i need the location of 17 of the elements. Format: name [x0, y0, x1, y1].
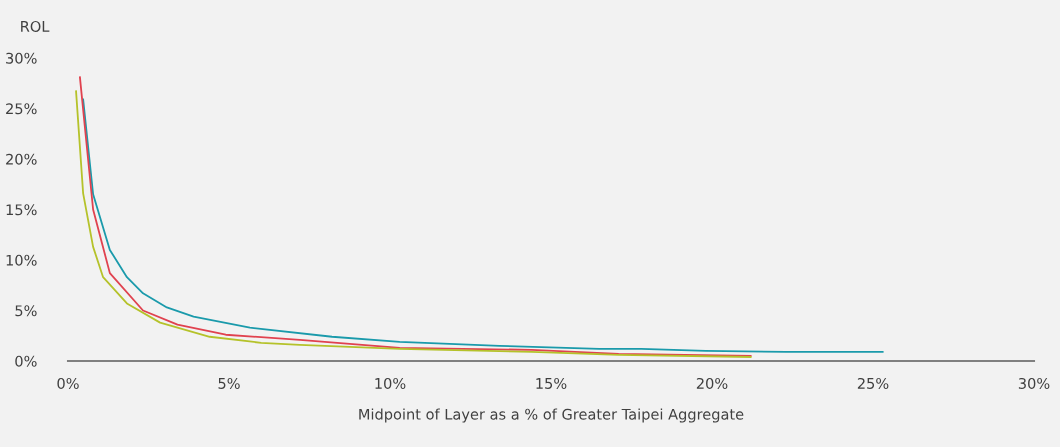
y-tick-label: 0%: [15, 355, 37, 367]
x-tick-label: 10%: [375, 377, 406, 389]
x-tick-label: 20%: [696, 377, 728, 389]
y-tick-label: 30%: [6, 52, 37, 64]
y-axis-title: ROL: [21, 20, 50, 32]
y-tick-label: 5%: [15, 305, 37, 317]
y-tick-label: 10%: [6, 254, 37, 266]
line-series: [82, 98, 884, 353]
y-tick-label: 20%: [6, 153, 37, 165]
y-tick-label: 25%: [6, 103, 37, 115]
x-tick-label: 30%: [1018, 377, 1050, 389]
y-tick-label: 15%: [6, 204, 37, 216]
x-tick-label: 0%: [57, 377, 79, 389]
x-axis-title: Midpoint of Layer as a % of Greater Taipei Aggregate: [359, 408, 744, 423]
x-tick-label: 5%: [218, 377, 240, 389]
x-tick-label: 15%: [536, 377, 567, 389]
x-tick-label: 25%: [857, 377, 889, 389]
